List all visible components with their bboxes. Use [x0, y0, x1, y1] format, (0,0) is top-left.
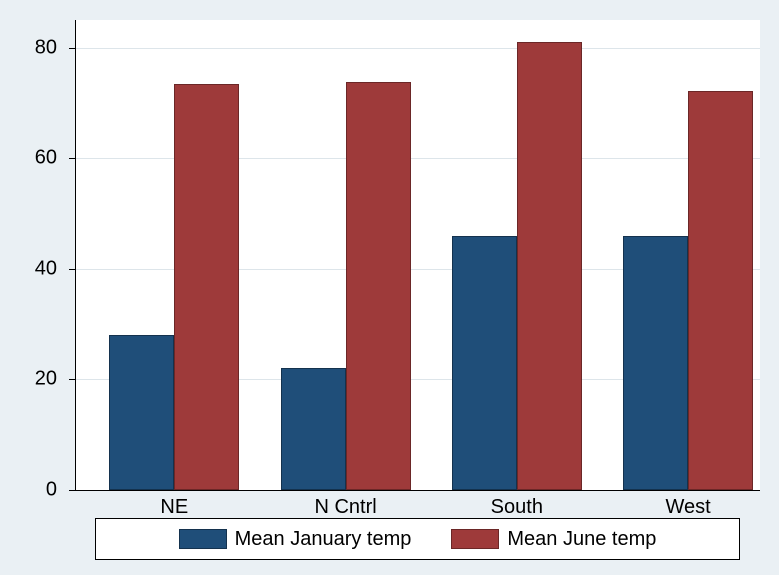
x-tick-label: West: [665, 496, 710, 519]
legend-label: Mean January temp: [235, 528, 412, 551]
x-tick-label: NE: [160, 496, 188, 519]
y-tick-label: 20: [0, 368, 57, 391]
chart-container: 020406080NEN CntrlSouthWestMean January …: [0, 0, 779, 575]
bar-june-west: [688, 91, 753, 490]
x-tick-label: South: [491, 496, 543, 519]
legend-swatch-january: [179, 529, 227, 549]
gridline: [75, 48, 760, 49]
y-tick-label: 40: [0, 257, 57, 280]
bar-january-n-cntrl: [281, 368, 346, 490]
bar-january-west: [623, 236, 688, 490]
y-tick-label: 80: [0, 36, 57, 59]
bar-january-south: [452, 236, 517, 490]
legend: Mean January temp Mean June temp: [95, 518, 740, 560]
bar-june-south: [517, 42, 582, 490]
bar-june-ne: [174, 84, 239, 490]
x-tick-label: N Cntrl: [314, 496, 376, 519]
y-tick-label: 0: [0, 479, 57, 502]
legend-item-june: Mean June temp: [451, 528, 656, 551]
legend-item-january: Mean January temp: [179, 528, 412, 551]
plot-area: [75, 20, 760, 490]
bar-june-n-cntrl: [346, 82, 411, 490]
y-tick-label: 60: [0, 147, 57, 170]
y-axis-line: [75, 20, 76, 490]
legend-label: Mean June temp: [507, 528, 656, 551]
legend-swatch-june: [451, 529, 499, 549]
x-axis-line: [75, 490, 760, 491]
bar-january-ne: [109, 335, 174, 490]
